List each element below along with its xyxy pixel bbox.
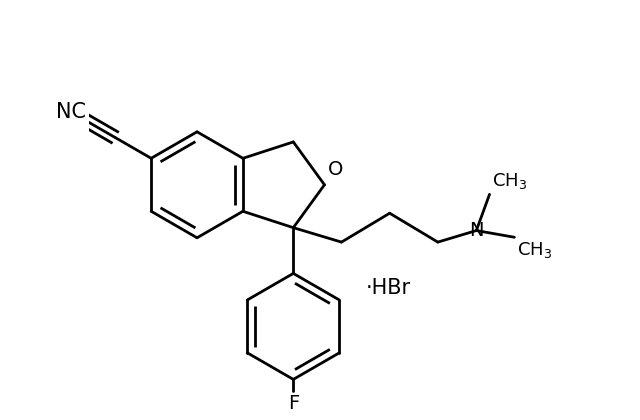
Text: N: N xyxy=(469,221,484,240)
Text: O: O xyxy=(328,160,344,179)
Text: F: F xyxy=(288,394,299,413)
Text: CH$_3$: CH$_3$ xyxy=(492,171,527,192)
Text: NC: NC xyxy=(56,102,86,122)
Text: ·HBr: ·HBr xyxy=(365,278,411,298)
Text: CH$_3$: CH$_3$ xyxy=(517,240,552,260)
